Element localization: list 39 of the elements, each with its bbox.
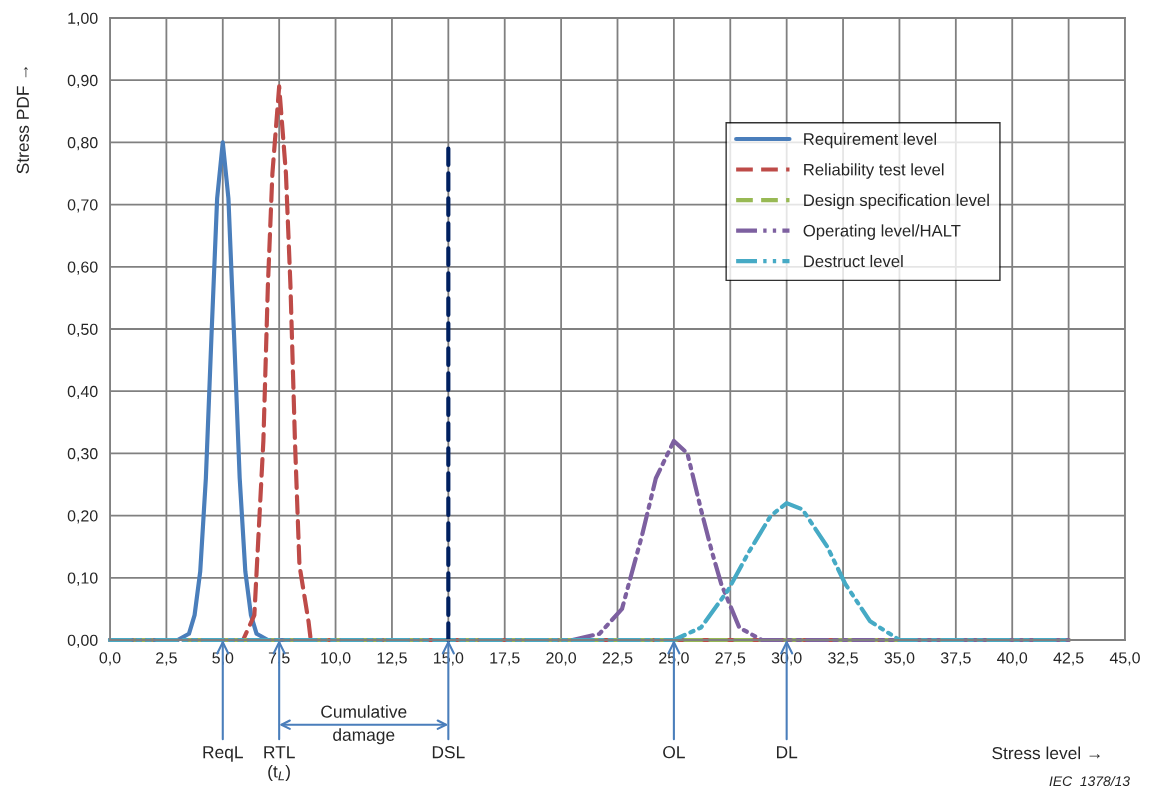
x-tick-label: 45,0 bbox=[1109, 652, 1140, 666]
x-tick-label: 12,5 bbox=[377, 652, 407, 666]
x-tick-label: 22,5 bbox=[602, 652, 633, 666]
x-tick-label: 42,5 bbox=[1053, 652, 1084, 666]
y-tick-label: 0,10 bbox=[67, 572, 98, 586]
annotation: OL bbox=[663, 746, 685, 759]
y-tick-label: 0,00 bbox=[67, 634, 98, 648]
y-tick-label: 0,90 bbox=[67, 74, 98, 89]
text: Cumulative damage bbox=[321, 705, 407, 745]
text: IEC 1378/13 bbox=[1049, 775, 1130, 787]
y-tick-label: 1,00 bbox=[68, 12, 98, 26]
annotation: ReqL bbox=[203, 746, 243, 762]
x-tick-label: 10,0 bbox=[321, 652, 351, 666]
legend-label: Reliability test level bbox=[804, 163, 944, 179]
annotation: DSL bbox=[432, 746, 465, 759]
y-axis-title: Stress PDF → bbox=[16, 66, 29, 174]
y-tick-label: 0,60 bbox=[67, 261, 98, 275]
legend-label: Requirement level bbox=[804, 132, 937, 149]
y-tick-label: 0,40 bbox=[67, 385, 98, 400]
legend-label: Design specification level bbox=[804, 193, 989, 210]
x-tick-label: 37,5 bbox=[940, 652, 971, 666]
x-tick-label: 27,5 bbox=[715, 652, 746, 666]
x-tick-label: 17,5 bbox=[490, 652, 520, 666]
y-tick-label: 0,20 bbox=[67, 510, 98, 524]
x-tick-label: 35,0 bbox=[884, 652, 915, 666]
text: Stress level → bbox=[992, 746, 1100, 760]
y-tick-label: 0,30 bbox=[67, 448, 98, 462]
legend-label: Destruct level bbox=[804, 254, 903, 268]
y-tick-label: 0,70 bbox=[67, 199, 98, 213]
x-tick-label: 2,5 bbox=[156, 652, 177, 666]
annotation: RTL (t$_{L}$) bbox=[264, 746, 295, 782]
x-tick-label: 0,0 bbox=[99, 652, 121, 666]
y-tick-label: 0,80 bbox=[67, 137, 98, 151]
x-tick-label: 40,0 bbox=[997, 652, 1028, 666]
y-tick-label: 0,50 bbox=[67, 323, 98, 337]
annotation: DL bbox=[776, 746, 798, 759]
legend-label: Operating level/HALT bbox=[803, 224, 961, 240]
x-tick-label: 20,0 bbox=[546, 652, 577, 666]
x-tick-label: 32,5 bbox=[828, 652, 858, 666]
